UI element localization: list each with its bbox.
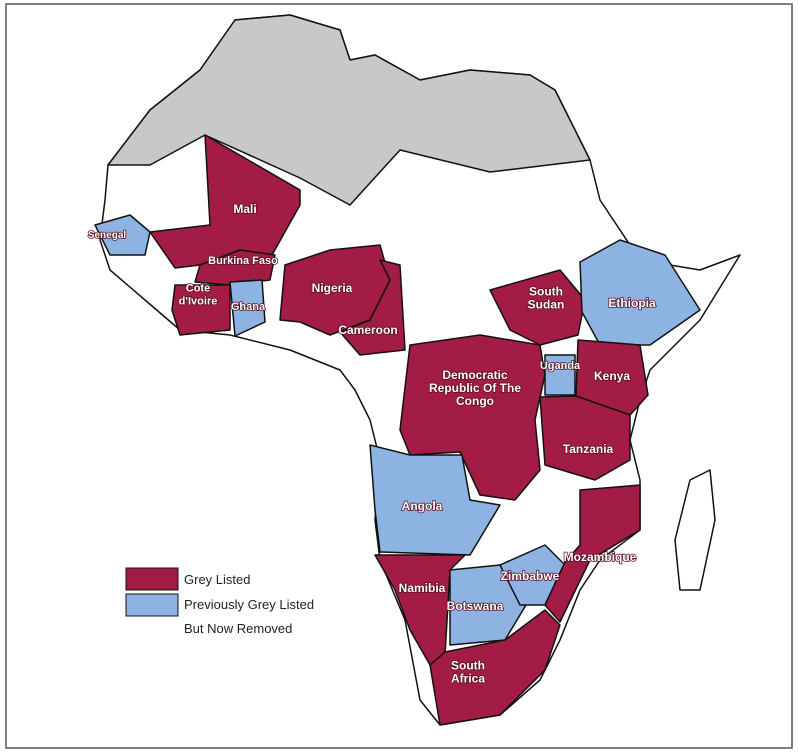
label-line: Senegal bbox=[88, 230, 127, 241]
country-label: Democratic Republic Of The Congo bbox=[429, 368, 521, 408]
label-line: South bbox=[529, 285, 563, 299]
label-line: Uganda bbox=[540, 360, 581, 372]
country bbox=[544, 354, 576, 396]
label-line: d'Ivoire bbox=[179, 296, 218, 308]
label-line: Cote bbox=[186, 283, 210, 295]
label-line: Africa bbox=[451, 672, 485, 686]
label-line: Kenya bbox=[594, 369, 630, 383]
country bbox=[539, 395, 631, 481]
label-line: Mozambique bbox=[564, 550, 637, 564]
legend-swatch bbox=[125, 567, 179, 591]
country-label: Zimbabwe bbox=[501, 569, 560, 583]
country-label: Ethiopia bbox=[608, 296, 656, 310]
legend-label: Previously Grey Listed But Now Removed bbox=[184, 597, 314, 636]
label-line: Zimbabwe bbox=[501, 569, 560, 583]
country bbox=[94, 214, 151, 256]
country-label: Angola bbox=[402, 499, 443, 513]
legend-line: But Now Removed bbox=[184, 621, 292, 636]
country bbox=[579, 239, 701, 346]
legend-label: Grey Listed bbox=[184, 572, 250, 587]
legend-line: Grey Listed bbox=[184, 572, 250, 587]
label-line: Ethiopia bbox=[608, 296, 656, 310]
country-label: Uganda bbox=[540, 360, 581, 372]
label-line: Mali bbox=[233, 202, 256, 216]
country bbox=[339, 259, 406, 356]
country-label: South Sudan bbox=[528, 285, 565, 312]
country-label: Burkina Faso bbox=[208, 255, 278, 267]
country-label: Ghana bbox=[231, 301, 266, 313]
country bbox=[575, 339, 649, 416]
country-label: Nigeria bbox=[312, 281, 353, 295]
label-line: Sudan bbox=[528, 298, 565, 312]
label-line: Angola bbox=[402, 499, 443, 513]
country bbox=[369, 444, 501, 556]
label-line: Botswana bbox=[447, 599, 504, 613]
country-label: Mali bbox=[233, 202, 256, 216]
country bbox=[399, 334, 546, 501]
country-label: Kenya bbox=[594, 369, 630, 383]
label-line: Nigeria bbox=[312, 281, 353, 295]
legend-swatch bbox=[125, 593, 179, 617]
label-line: Democratic bbox=[442, 368, 508, 382]
north-africa bbox=[107, 14, 591, 206]
label-line: South bbox=[451, 659, 485, 673]
madagascar bbox=[674, 469, 716, 591]
country bbox=[194, 249, 276, 286]
country-label: Mozambique bbox=[564, 550, 637, 564]
country bbox=[544, 484, 641, 623]
country-label: Botswana bbox=[447, 599, 504, 613]
country bbox=[489, 269, 586, 346]
country bbox=[429, 609, 561, 726]
label-line: Ghana bbox=[231, 301, 266, 313]
country-label: Senegal bbox=[88, 230, 127, 241]
legend-line: Previously Grey Listed bbox=[184, 597, 314, 612]
country-label: South Africa bbox=[451, 659, 485, 686]
country bbox=[229, 279, 266, 337]
label-line: Burkina Faso bbox=[208, 255, 278, 267]
country-label: Cameroon bbox=[338, 323, 397, 337]
label-line: Cameroon bbox=[338, 323, 397, 337]
label-line: Tanzania bbox=[563, 442, 614, 456]
label-line: Namibia bbox=[399, 581, 446, 595]
country bbox=[171, 284, 231, 336]
country-label: Tanzania bbox=[563, 442, 614, 456]
country-label: Namibia bbox=[399, 581, 446, 595]
label-line: Congo bbox=[456, 394, 494, 408]
label-line: Republic Of The bbox=[429, 381, 521, 395]
country-label: Cote d'Ivoire bbox=[179, 283, 218, 308]
